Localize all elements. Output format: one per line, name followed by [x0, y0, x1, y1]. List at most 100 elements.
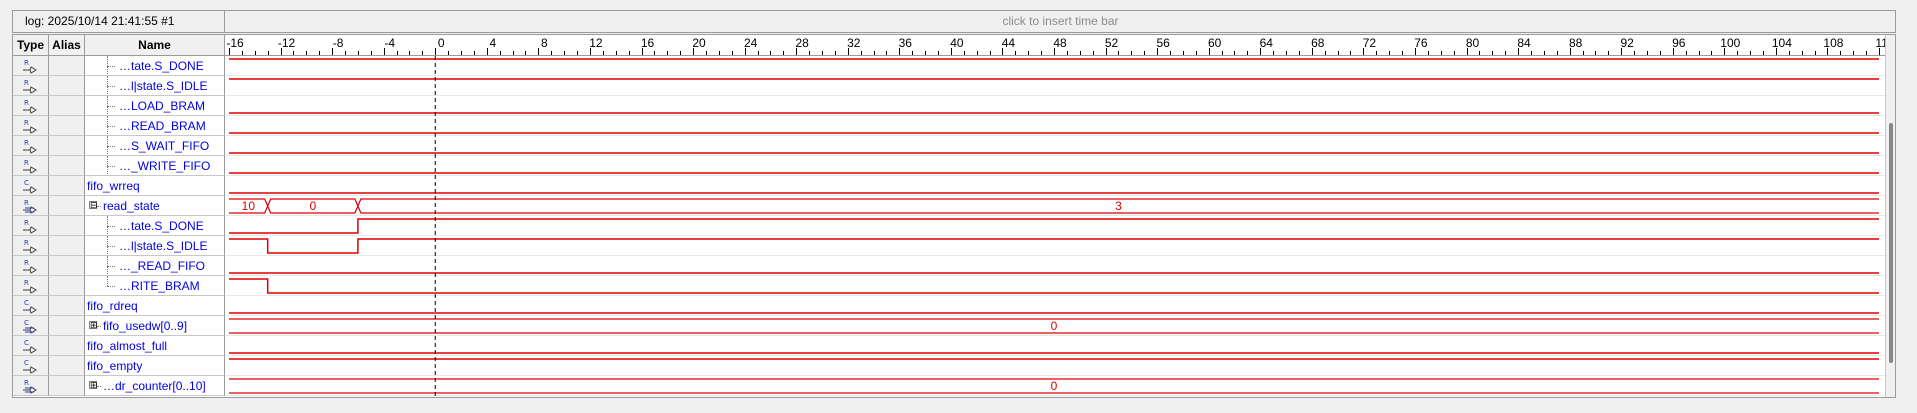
- name-cell[interactable]: …l|state.S_IDLE: [85, 76, 225, 96]
- alias-cell[interactable]: [49, 156, 85, 176]
- ruler-tick: [1414, 48, 1416, 55]
- log-toolbar: log: 2025/10/14 21:41:55 #1 click to ins…: [12, 10, 1896, 33]
- ruler-tick: [950, 48, 952, 55]
- name-cell[interactable]: ⊞ …dr_counter[0..10]: [85, 376, 225, 396]
- signal-row[interactable]: R …tate.S_DONE: [13, 56, 1885, 76]
- ruler-tick: [241, 51, 243, 55]
- signal-row[interactable]: R ⊞ …dr_counter[0..10]: [13, 376, 1885, 396]
- type-cell: R: [13, 156, 49, 176]
- name-cell[interactable]: fifo_rdreq: [85, 296, 225, 316]
- ruler-tick-label: 8: [541, 36, 548, 50]
- ruler-tick: [1286, 51, 1288, 55]
- alias-cell[interactable]: [49, 336, 85, 356]
- ruler-tick: [628, 51, 630, 55]
- type-cell: R: [13, 276, 49, 296]
- ruler-tick: [409, 51, 411, 55]
- collapse-icon[interactable]: ⊟: [89, 200, 98, 210]
- bus-value-label: 10: [242, 199, 256, 213]
- vertical-scrollbar[interactable]: [1885, 35, 1895, 397]
- signal-row[interactable]: R …l|state.S_IDLE: [13, 236, 1885, 256]
- alias-cell[interactable]: [49, 316, 85, 336]
- ruler-tick: [821, 51, 823, 55]
- expand-icon[interactable]: ⊞: [89, 380, 98, 390]
- column-header-type[interactable]: Type: [13, 35, 49, 56]
- alias-cell[interactable]: [49, 176, 85, 196]
- type-cell: R: [13, 76, 49, 96]
- signal-row[interactable]: R …RITE_BRAM: [13, 276, 1885, 296]
- alias-cell[interactable]: [49, 196, 85, 216]
- time-ruler[interactable]: -16 -12 -8 -4 0 4 8 12 16 20 24 28 32 36 40 44 48 52 56 60 6…: [225, 35, 1895, 56]
- name-cell[interactable]: …tate.S_DONE: [85, 216, 225, 236]
- column-header-name[interactable]: Name: [85, 35, 225, 56]
- signal-waveform: [229, 218, 1879, 234]
- ruler-tick: [1698, 51, 1700, 55]
- name-cell[interactable]: …l|state.S_IDLE: [85, 236, 225, 256]
- alias-cell[interactable]: [49, 76, 85, 96]
- bus-segment: [229, 318, 1879, 334]
- signal-row[interactable]: R …READ_BRAM: [13, 116, 1885, 136]
- name-cell[interactable]: …S_WAIT_FIFO: [85, 136, 225, 156]
- name-cell[interactable]: …READ_BRAM: [85, 116, 225, 136]
- waveform-area[interactable]: 10 0 3 0 0: [225, 56, 1885, 398]
- name-cell[interactable]: fifo_empty: [85, 356, 225, 376]
- name-cell[interactable]: …_WRITE_FIFO: [85, 156, 225, 176]
- name-cell[interactable]: …LOAD_BRAM: [85, 96, 225, 116]
- alias-cell[interactable]: [49, 356, 85, 376]
- register-icon: R: [20, 278, 42, 294]
- alias-cell[interactable]: [49, 96, 85, 116]
- bus-value-label: 0: [309, 199, 316, 213]
- signal-row[interactable]: R …S_WAIT_FIFO: [13, 136, 1885, 156]
- alias-cell[interactable]: [49, 276, 85, 296]
- name-cell[interactable]: …tate.S_DONE: [85, 56, 225, 76]
- ruler-tick: [1672, 48, 1674, 55]
- name-cell[interactable]: ⊞ fifo_usedw[0..9]: [85, 316, 225, 336]
- name-cell[interactable]: …_READ_FIFO: [85, 256, 225, 276]
- alias-cell[interactable]: [49, 256, 85, 276]
- expand-icon[interactable]: ⊞: [89, 320, 98, 330]
- alias-cell[interactable]: [49, 216, 85, 236]
- alias-cell[interactable]: [49, 56, 85, 76]
- ruler-tick: [654, 51, 656, 55]
- ruler-tick: [1118, 51, 1120, 55]
- alias-cell[interactable]: [49, 116, 85, 136]
- register-icon: R: [20, 118, 42, 134]
- tree-line: [107, 256, 108, 275]
- ruler-tick-label: -4: [384, 36, 396, 50]
- type-cell: R: [13, 256, 49, 276]
- register-icon: R: [20, 98, 42, 114]
- name-cell[interactable]: …RITE_BRAM: [85, 276, 225, 296]
- signal-row[interactable]: R …l|state.S_IDLE: [13, 76, 1885, 96]
- ruler-tick: [229, 48, 230, 55]
- ruler-tick: [925, 51, 927, 55]
- log-selector[interactable]: log: 2025/10/14 21:41:55 #1: [13, 11, 225, 32]
- ruler-tick: [912, 51, 914, 55]
- ruler-tick: [564, 51, 566, 55]
- alias-cell[interactable]: [49, 296, 85, 316]
- signal-row[interactable]: C ⊞ fifo_usedw[0..9]: [13, 316, 1885, 336]
- alias-cell[interactable]: [49, 136, 85, 156]
- signal-row[interactable]: R …LOAD_BRAM: [13, 96, 1885, 116]
- ruler-tick: [1530, 51, 1532, 55]
- signal-row[interactable]: R …tate.S_DONE: [13, 216, 1885, 236]
- type-cell: R: [13, 96, 49, 116]
- name-cell[interactable]: ⊟ read_state: [85, 196, 225, 216]
- signal-row[interactable]: R ⊟ read_state: [13, 196, 1885, 216]
- scrollbar-thumb[interactable]: [1889, 123, 1893, 363]
- insert-time-bar-area[interactable]: click to insert time bar: [1002, 14, 1119, 28]
- ruler-tick: [809, 51, 811, 55]
- name-cell[interactable]: fifo_almost_full: [85, 336, 225, 356]
- waveform-canvas[interactable]: 10 0 3 0 0: [225, 56, 1885, 398]
- ruler-tick: [345, 51, 347, 55]
- tree-line: [107, 276, 108, 286]
- ruler-tick: [1737, 51, 1739, 55]
- alias-cell[interactable]: [49, 236, 85, 256]
- name-cell[interactable]: fifo_wrreq: [85, 176, 225, 196]
- signal-row[interactable]: R …_READ_FIFO: [13, 256, 1885, 276]
- signal-row[interactable]: R …_WRITE_FIFO: [13, 156, 1885, 176]
- column-header-alias[interactable]: Alias: [49, 35, 85, 56]
- alias-cell[interactable]: [49, 376, 85, 396]
